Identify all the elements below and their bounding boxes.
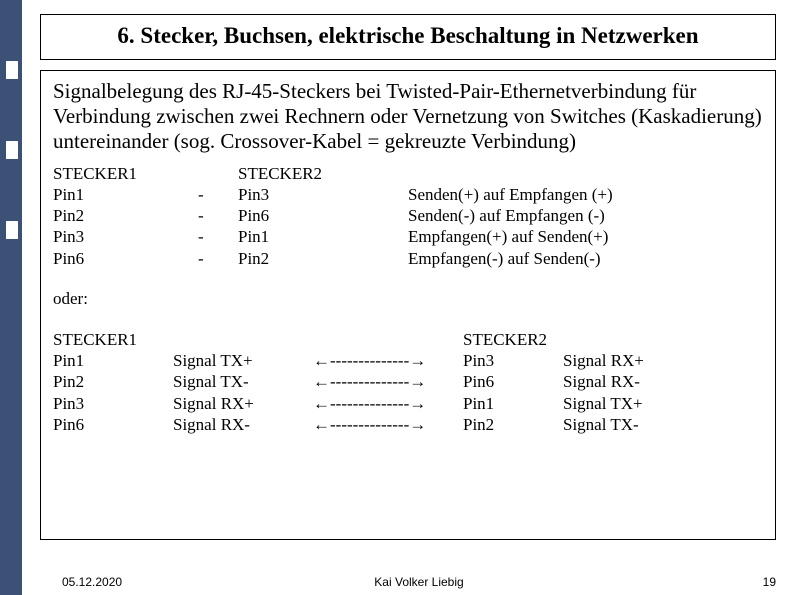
table-cell: Signal TX- bbox=[563, 414, 683, 435]
or-label: oder: bbox=[53, 289, 763, 309]
table-row: Pin6Signal RX-←--------------→Pin2Signal… bbox=[53, 414, 683, 435]
left-decor-box bbox=[5, 220, 19, 240]
table-cell: Pin3 bbox=[53, 393, 173, 414]
table-row: Pin1Signal TX+←--------------→Pin3Signal… bbox=[53, 350, 683, 371]
table-cell: Signal RX- bbox=[173, 414, 313, 435]
left-decor-band bbox=[0, 0, 22, 595]
table-header-cell: STECKER2 bbox=[238, 163, 408, 184]
pin-mapping-table-2: STECKER1 STECKER2 Pin1Signal TX+←-------… bbox=[53, 329, 763, 435]
table-header-cell bbox=[173, 329, 313, 350]
table-cell: Signal RX+ bbox=[173, 393, 313, 414]
table-row: STECKER1 STECKER2 bbox=[53, 329, 683, 350]
table-row: Pin1-Pin3Senden(+) auf Empfangen (+) bbox=[53, 184, 708, 205]
table-row: Pin2Signal TX-←--------------→Pin6Signal… bbox=[53, 371, 683, 392]
table-cell: Pin2 bbox=[53, 205, 198, 226]
table-cell: Senden(+) auf Empfangen (+) bbox=[408, 184, 708, 205]
table-header-cell bbox=[198, 163, 238, 184]
page-title: 6. Stecker, Buchsen, elektrische Beschal… bbox=[51, 23, 765, 49]
table-cell: Pin2 bbox=[463, 414, 563, 435]
table-cell: Pin3 bbox=[53, 226, 198, 247]
table-cell: Pin6 bbox=[53, 248, 198, 269]
table-cell: Pin2 bbox=[238, 248, 408, 269]
footer-page-number: 19 bbox=[763, 575, 776, 589]
table-cell: Pin1 bbox=[53, 184, 198, 205]
table-cell: ←--------------→ bbox=[313, 393, 463, 414]
table-cell: Pin6 bbox=[238, 205, 408, 226]
table-cell: ←--------------→ bbox=[313, 350, 463, 371]
intro-paragraph: Signalbelegung des RJ-45-Steckers bei Tw… bbox=[53, 79, 763, 155]
content-box: Signalbelegung des RJ-45-Steckers bei Tw… bbox=[40, 70, 776, 540]
pin-mapping-table-1: STECKER1 STECKER2 Pin1-Pin3Senden(+) auf… bbox=[53, 163, 763, 269]
table-cell: Empfangen(-) auf Senden(-) bbox=[408, 248, 708, 269]
table-cell: Pin6 bbox=[53, 414, 173, 435]
table-cell: Signal TX- bbox=[173, 371, 313, 392]
slide-footer: 05.12.2020 Kai Volker Liebig 19 bbox=[62, 575, 776, 589]
table-cell: Pin1 bbox=[463, 393, 563, 414]
table-header-cell bbox=[408, 163, 708, 184]
slide-page: 6. Stecker, Buchsen, elektrische Beschal… bbox=[22, 0, 794, 595]
table-cell: Signal TX+ bbox=[173, 350, 313, 371]
table-header-cell: STECKER1 bbox=[53, 163, 198, 184]
table-row: Pin3-Pin1Empfangen(+) auf Senden(+) bbox=[53, 226, 708, 247]
table-header-cell bbox=[563, 329, 683, 350]
table-cell: Signal TX+ bbox=[563, 393, 683, 414]
table-row: Pin6-Pin2Empfangen(-) auf Senden(-) bbox=[53, 248, 708, 269]
table-cell: Empfangen(+) auf Senden(+) bbox=[408, 226, 708, 247]
table-header-cell: STECKER2 bbox=[463, 329, 563, 350]
table-cell: ←--------------→ bbox=[313, 414, 463, 435]
table-cell: Signal RX- bbox=[563, 371, 683, 392]
table-row: Pin2-Pin6Senden(-) auf Empfangen (-) bbox=[53, 205, 708, 226]
table-cell: Pin2 bbox=[53, 371, 173, 392]
footer-date: 05.12.2020 bbox=[62, 575, 122, 589]
table-cell: - bbox=[198, 226, 238, 247]
left-decor-box bbox=[5, 140, 19, 160]
table-cell: Pin3 bbox=[463, 350, 563, 371]
title-box: 6. Stecker, Buchsen, elektrische Beschal… bbox=[40, 14, 776, 60]
table-cell: - bbox=[198, 205, 238, 226]
table-row: STECKER1 STECKER2 bbox=[53, 163, 708, 184]
table-cell: ←--------------→ bbox=[313, 371, 463, 392]
table-cell: Senden(-) auf Empfangen (-) bbox=[408, 205, 708, 226]
table-row: Pin3Signal RX+←--------------→Pin1Signal… bbox=[53, 393, 683, 414]
left-decor-box bbox=[5, 60, 19, 80]
table-header-cell: STECKER1 bbox=[53, 329, 173, 350]
footer-author: Kai Volker Liebig bbox=[374, 575, 463, 589]
table-cell: Pin3 bbox=[238, 184, 408, 205]
table-cell: - bbox=[198, 184, 238, 205]
table-cell: Pin1 bbox=[238, 226, 408, 247]
table-cell: Signal RX+ bbox=[563, 350, 683, 371]
table-cell: Pin1 bbox=[53, 350, 173, 371]
table-header-cell bbox=[313, 329, 463, 350]
table-cell: Pin6 bbox=[463, 371, 563, 392]
table-cell: - bbox=[198, 248, 238, 269]
